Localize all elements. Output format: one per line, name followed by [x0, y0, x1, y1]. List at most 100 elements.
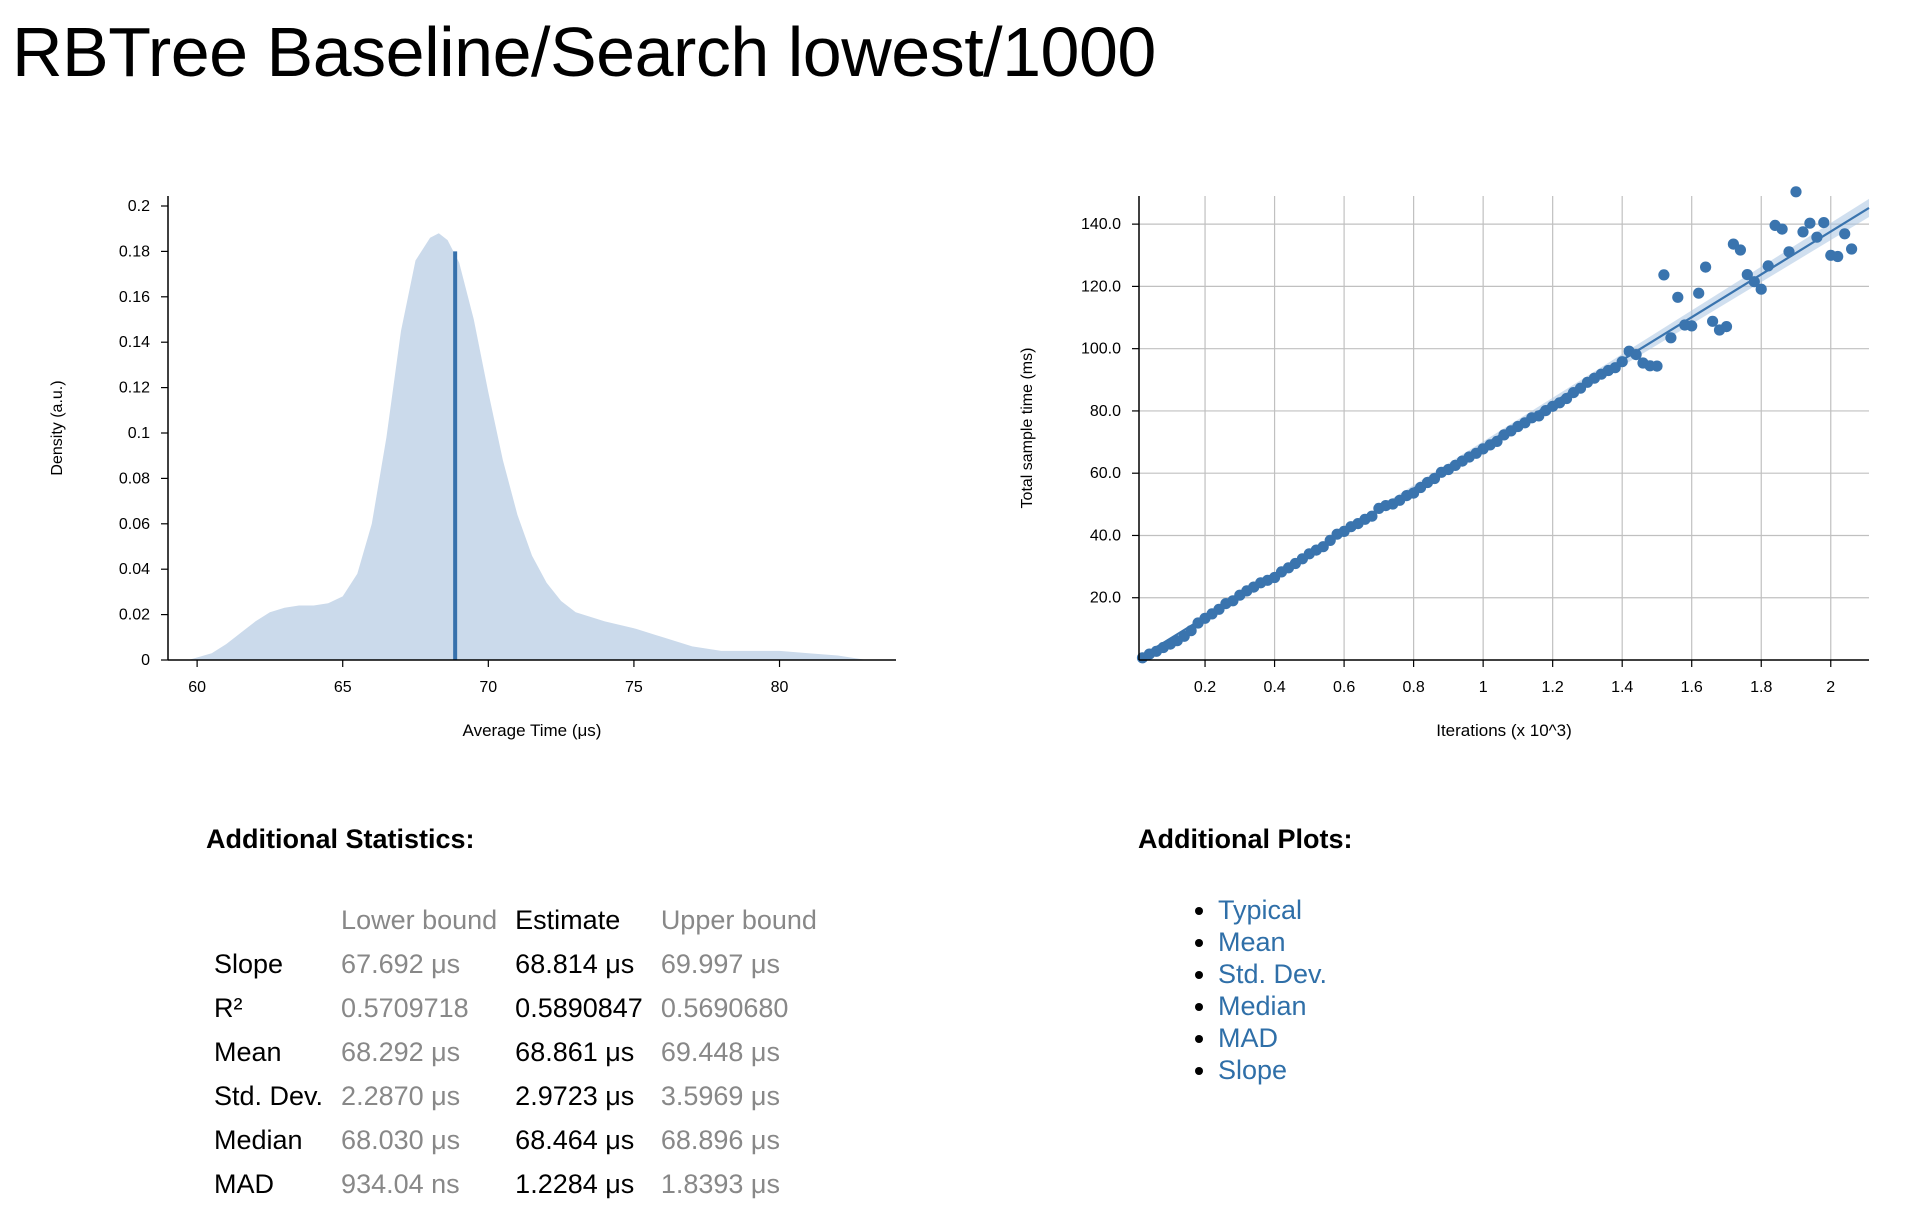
sample-point [1811, 231, 1823, 243]
sample-point [1672, 291, 1684, 303]
sample-point [1734, 244, 1746, 256]
plot-link-slope[interactable]: Slope [1218, 1055, 1288, 1085]
sample-point [1790, 186, 1802, 198]
stat-name: R² [214, 992, 243, 1023]
y-tick-label: 80.0 [1090, 403, 1121, 420]
y-tick-label: 0.04 [119, 561, 150, 578]
sample-point [1651, 360, 1663, 372]
sample-point [1804, 217, 1816, 229]
stat-upper: 68.896 μs [660, 1124, 780, 1155]
stats-row-median: Median 68.030 μs 68.464 μs 68.896 μs [206, 1118, 827, 1162]
stat-name: Mean [214, 1036, 282, 1067]
sample-point [1818, 217, 1830, 229]
stat-estimate: 1.2284 μs [515, 1168, 635, 1199]
plot-list-item: Mean [1218, 926, 1327, 958]
y-tick-label: 0 [141, 652, 150, 669]
plot-link-typical[interactable]: Typical [1218, 895, 1303, 925]
stat-name: Slope [214, 948, 284, 979]
x-tick-label: 1.6 [1681, 679, 1703, 696]
stat-estimate: 0.5890847 [515, 992, 643, 1023]
stat-estimate: 68.814 μs [515, 948, 635, 979]
sample-point [1185, 625, 1197, 637]
stat-lower: 67.692 μs [341, 948, 461, 979]
stats-header-row: Lower bound Estimate Upper bound [206, 898, 827, 942]
x-tick-label: 0.8 [1402, 679, 1424, 696]
y-tick-label: 100.0 [1081, 341, 1121, 358]
sample-point [1797, 226, 1809, 238]
y-tick-label: 120.0 [1081, 278, 1121, 295]
x-tick-label: 80 [771, 679, 789, 696]
y-tick-label: 0.12 [119, 380, 150, 397]
stats-col-blank [206, 898, 333, 942]
stats-row-mad: MAD 934.04 ns 1.2284 μs 1.8393 μs [206, 1162, 827, 1206]
sample-point [1783, 246, 1795, 258]
stats-row-std-dev: Std. Dev. 2.2870 μs 2.9723 μs 3.5969 μs [206, 1074, 827, 1118]
stats-table: Lower bound Estimate Upper bound Slope 6… [206, 898, 827, 1206]
x-tick-label: 1 [1479, 679, 1488, 696]
plot-link-std-dev[interactable]: Std. Dev. [1218, 959, 1328, 989]
plot-link-mad[interactable]: MAD [1218, 1023, 1278, 1053]
x-tick-label: 0.2 [1194, 679, 1216, 696]
density-area [188, 233, 867, 660]
stats-row-mean: Mean 68.292 μs 68.861 μs 69.448 μs [206, 1030, 827, 1074]
sample-point [1658, 269, 1670, 281]
sample-point [1748, 276, 1760, 288]
stat-estimate: 68.464 μs [515, 1124, 635, 1155]
stat-lower: 68.292 μs [341, 1036, 461, 1067]
stats-heading: Additional Statistics: [206, 824, 475, 854]
y-tick-label: 0.2 [128, 198, 150, 215]
sample-point [1839, 228, 1851, 240]
stat-lower: 0.5709718 [341, 992, 469, 1023]
stats-col-estimate: Estimate [515, 904, 621, 935]
x-tick-label: 1.8 [1750, 679, 1772, 696]
x-axis-title: Iterations (x 10^3) [1436, 721, 1572, 740]
plot-list-item: MAD [1218, 1022, 1327, 1054]
stat-upper: 69.448 μs [660, 1036, 780, 1067]
stat-name: Median [214, 1124, 303, 1155]
sample-point [1720, 321, 1733, 333]
stat-upper: 3.5969 μs [660, 1080, 780, 1111]
x-tick-label: 0.6 [1333, 679, 1355, 696]
y-tick-label: 0.14 [119, 334, 150, 351]
sample-point [1762, 260, 1774, 272]
sample-point [1846, 243, 1858, 255]
stat-upper: 0.5690680 [660, 992, 789, 1023]
regression-confidence-band [1135, 198, 1869, 660]
y-tick-label: 0.18 [119, 243, 150, 260]
y-axis-title: Density (a.u.) [49, 380, 66, 475]
y-tick-label: 20.0 [1090, 590, 1121, 607]
plot-list-item: Slope [1218, 1054, 1327, 1086]
stat-lower: 2.2870 μs [341, 1080, 461, 1111]
y-tick-label: 0.16 [119, 289, 150, 306]
plot-link-median[interactable]: Median [1218, 991, 1307, 1021]
stats-row-slope: Slope 67.692 μs 68.814 μs 69.997 μs [206, 942, 827, 986]
stats-row-r2: R² 0.5709718 0.5890847 0.5690680 [206, 986, 827, 1030]
sample-point [1665, 332, 1677, 344]
x-tick-label: 70 [479, 679, 497, 696]
stat-lower: 68.030 μs [341, 1124, 461, 1155]
sample-point [1366, 510, 1378, 522]
sample-point [1707, 315, 1719, 327]
sample-point [1630, 349, 1642, 361]
plot-list-item: Std. Dev. [1218, 958, 1327, 990]
x-tick-label: 65 [334, 679, 352, 696]
stat-name: Std. Dev. [214, 1080, 324, 1111]
stat-lower: 934.04 ns [341, 1168, 460, 1199]
sample-point [1700, 261, 1712, 273]
stat-upper: 1.8393 μs [660, 1168, 780, 1199]
plot-link-mean[interactable]: Mean [1218, 927, 1286, 957]
x-tick-label: 0.4 [1263, 679, 1285, 696]
x-tick-label: 1.4 [1611, 679, 1633, 696]
sample-point [1686, 320, 1698, 332]
pdf-chart: 60 65 70 75 80 0 0.02 0.04 0.06 0.08 0.1 0.12 0.14 0.… [49, 196, 896, 740]
plots-list: Typical Mean Std. Dev. Median MAD Slope [1190, 894, 1327, 1086]
x-axis-title: Average Time (μs) [463, 721, 602, 740]
sample-point [1776, 223, 1788, 235]
stat-name: MAD [214, 1168, 274, 1199]
y-axis-title: Total sample time (ms) [1019, 348, 1036, 509]
x-tick-label: 60 [188, 679, 206, 696]
y-tick-label: 0.06 [119, 516, 150, 533]
y-tick-label: 0.02 [119, 607, 150, 624]
x-tick-label: 2 [1826, 679, 1835, 696]
plot-list-item: Median [1218, 990, 1327, 1022]
